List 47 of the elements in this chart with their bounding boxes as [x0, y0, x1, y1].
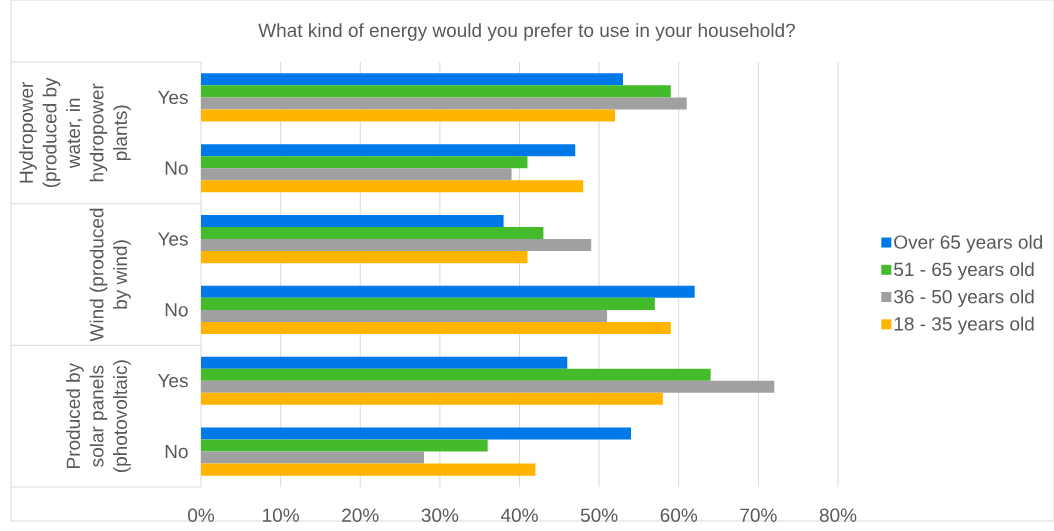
bar	[201, 227, 544, 240]
y-tick-label: No	[165, 303, 188, 317]
bar	[201, 109, 616, 122]
bar	[201, 85, 671, 98]
x-tick-label: 30%	[421, 508, 459, 522]
y-tick-label: No	[165, 161, 188, 175]
bar	[201, 451, 424, 464]
y-tick-label: Yes	[157, 374, 188, 388]
text: Produced by solar panels (photovoltaic)	[66, 360, 131, 473]
bar	[201, 251, 528, 264]
text: Wind (produced by wind)	[89, 208, 131, 342]
x-tick-label: 40%	[500, 508, 538, 522]
legend-label: Over 65 years old	[894, 234, 1043, 253]
bar	[201, 180, 584, 193]
bar	[201, 285, 695, 298]
legend-label: 36 - 50 years old	[894, 289, 1034, 308]
bar	[201, 309, 608, 322]
y-tick-label: Yes	[157, 90, 188, 105]
bar	[201, 297, 655, 310]
chart-title: What kind of energy would you prefer to use in your household?	[258, 23, 795, 41]
bar	[201, 97, 687, 110]
x-tick-label: 10%	[263, 508, 299, 522]
y-tick-label: No	[165, 444, 188, 459]
bar	[201, 427, 631, 440]
x-tick-label: 50%	[580, 508, 618, 522]
x-tick-label: 70%	[740, 508, 777, 522]
bar	[201, 392, 663, 405]
legend-label: 51 - 65 years old	[894, 262, 1034, 280]
bar	[201, 156, 528, 169]
bar	[201, 439, 488, 452]
bar	[201, 73, 624, 86]
bar	[201, 168, 512, 181]
x-tick-label: 60%	[660, 508, 698, 522]
legend-label: 18 - 35 years old	[894, 316, 1034, 335]
y-tick-label: Yes	[157, 232, 188, 246]
bar	[201, 239, 592, 252]
x-tick-label: 0%	[188, 508, 215, 522]
bar	[201, 368, 711, 381]
bar	[201, 144, 576, 157]
bar	[201, 380, 775, 393]
x-tick-label: 80%	[819, 508, 857, 522]
bar	[201, 356, 568, 369]
bar	[201, 214, 504, 228]
x-tick-label: 20%	[342, 508, 379, 522]
bar	[201, 463, 536, 476]
bar	[201, 321, 671, 334]
text: Hydropower (produced by water, in hydropower plants)	[19, 77, 131, 188]
